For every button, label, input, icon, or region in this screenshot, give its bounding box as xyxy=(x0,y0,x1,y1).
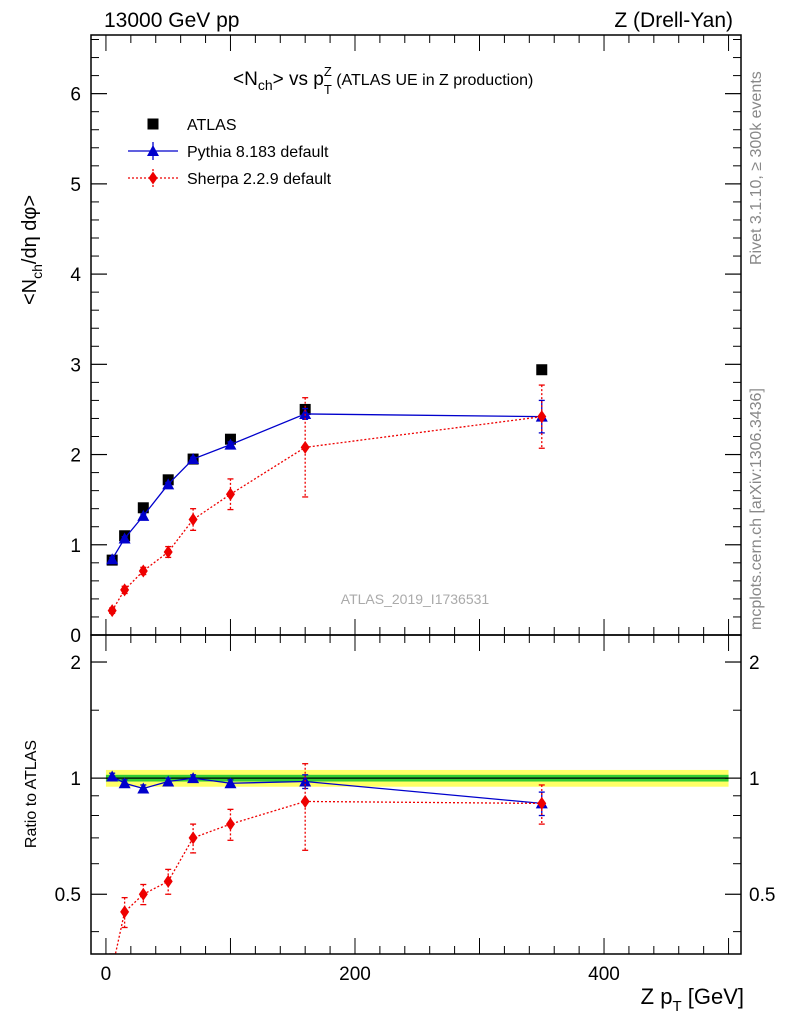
atlas-point xyxy=(137,502,149,514)
xtick-label: 200 xyxy=(339,964,371,985)
pythia-ratio-point xyxy=(187,772,200,784)
main-ytick-label: 6 xyxy=(70,85,81,106)
main-ytick-label: 4 xyxy=(70,265,81,286)
sherpa-ratio-point xyxy=(120,905,130,919)
ratio-ylabel: Ratio to ATLAS xyxy=(23,740,40,848)
ratio-frame xyxy=(90,634,742,955)
sherpa-point xyxy=(107,604,117,618)
ratio-ytick-label-right: 1 xyxy=(749,769,760,790)
xlabel: Z pT [GeV] xyxy=(641,984,744,1015)
legend-label: Sherpa 2.2.9 default xyxy=(187,171,332,188)
sherpa-point xyxy=(225,487,235,501)
pythia-point xyxy=(224,438,237,450)
main-ytick-label: 0 xyxy=(70,626,81,647)
pythia-series xyxy=(106,399,548,565)
legend-item: ATLAS xyxy=(147,117,237,134)
ratio-ytick-label: 1 xyxy=(70,769,81,790)
pythia-point xyxy=(137,509,150,521)
pythia-point xyxy=(106,553,119,565)
rivet-text: Rivet 3.1.10, ≥ 300k events xyxy=(748,71,765,265)
xtick-label: 400 xyxy=(588,964,620,985)
sherpa-point xyxy=(120,583,130,597)
watermark: ATLAS_2019_I1736531 xyxy=(341,591,490,607)
sherpa-ratio-point xyxy=(300,794,310,808)
pythia-ratio-point xyxy=(106,770,119,782)
legend-label: Pythia 8.183 default xyxy=(187,144,329,161)
legend-label: ATLAS xyxy=(187,117,237,134)
atlas-point xyxy=(536,364,548,376)
atlas-series xyxy=(106,364,548,566)
sherpa-point xyxy=(188,513,198,527)
sherpa-point xyxy=(300,440,310,454)
main-title: <Nch> vs pZ T (ATLAS UE in Z production) xyxy=(233,64,533,97)
sherpa-point xyxy=(163,545,173,559)
sherpa-line xyxy=(111,416,542,611)
sherpa-ratio-point xyxy=(537,796,547,810)
legend-marker xyxy=(148,171,158,185)
header-left: 13000 GeV pp xyxy=(104,9,239,32)
legend-marker xyxy=(147,118,159,130)
legend-item: Sherpa 2.2.9 default xyxy=(128,169,332,188)
sherpa-ratio-point xyxy=(188,831,198,845)
main-ylabel: <Nch/dη dφ> xyxy=(19,195,45,305)
main-panel: 0 1 2 3 4 5 6 xyxy=(70,34,742,647)
pythia-point xyxy=(162,478,175,490)
sherpa-ratio-line xyxy=(114,800,542,954)
pythia-point xyxy=(118,532,131,544)
sherpa-ratio-series xyxy=(109,763,547,954)
pythia-ratio-point xyxy=(162,775,175,787)
pythia-ratio-point xyxy=(137,782,150,794)
mcplots-text: mcplots.cern.ch [arXiv:1306.3436] xyxy=(748,388,765,630)
main-ytick-label: 3 xyxy=(70,355,81,376)
ratio-ytick-label-right: 0.5 xyxy=(749,885,775,906)
pythia-ratio-point xyxy=(224,777,237,789)
pythia-ratio-series xyxy=(106,770,548,817)
main-ytick-label: 5 xyxy=(70,175,81,196)
sherpa-ratio-point xyxy=(225,817,235,831)
ratio-panel: 0.5 0.5 1 1 2 2 0 200 400 xyxy=(55,634,775,985)
sherpa-point xyxy=(138,564,148,578)
pythia-point xyxy=(187,453,200,465)
legend-item: Pythia 8.183 default xyxy=(128,142,329,161)
main-ytick-label: 1 xyxy=(70,536,81,557)
pythia-ratio-point xyxy=(118,777,131,789)
pythia-point xyxy=(299,407,312,419)
ratio-ytick-label-right: 2 xyxy=(749,653,760,674)
sherpa-ratio-point xyxy=(163,874,173,888)
ratio-ytick-label: 0.5 xyxy=(55,885,81,906)
sherpa-ratio-point xyxy=(138,887,148,901)
legend-marker xyxy=(147,145,159,156)
pythia-line xyxy=(111,413,542,560)
sherpa-point xyxy=(537,410,547,424)
header-right: Z (Drell-Yan) xyxy=(614,9,733,32)
sherpa-series xyxy=(107,384,547,618)
legend: ATLAS Pythia 8.183 default Sherpa 2.2.9 de… xyxy=(128,117,332,188)
main-ytick-label: 2 xyxy=(70,446,81,467)
ratio-ytick-label: 2 xyxy=(70,653,81,674)
xtick-label: 0 xyxy=(101,964,112,985)
